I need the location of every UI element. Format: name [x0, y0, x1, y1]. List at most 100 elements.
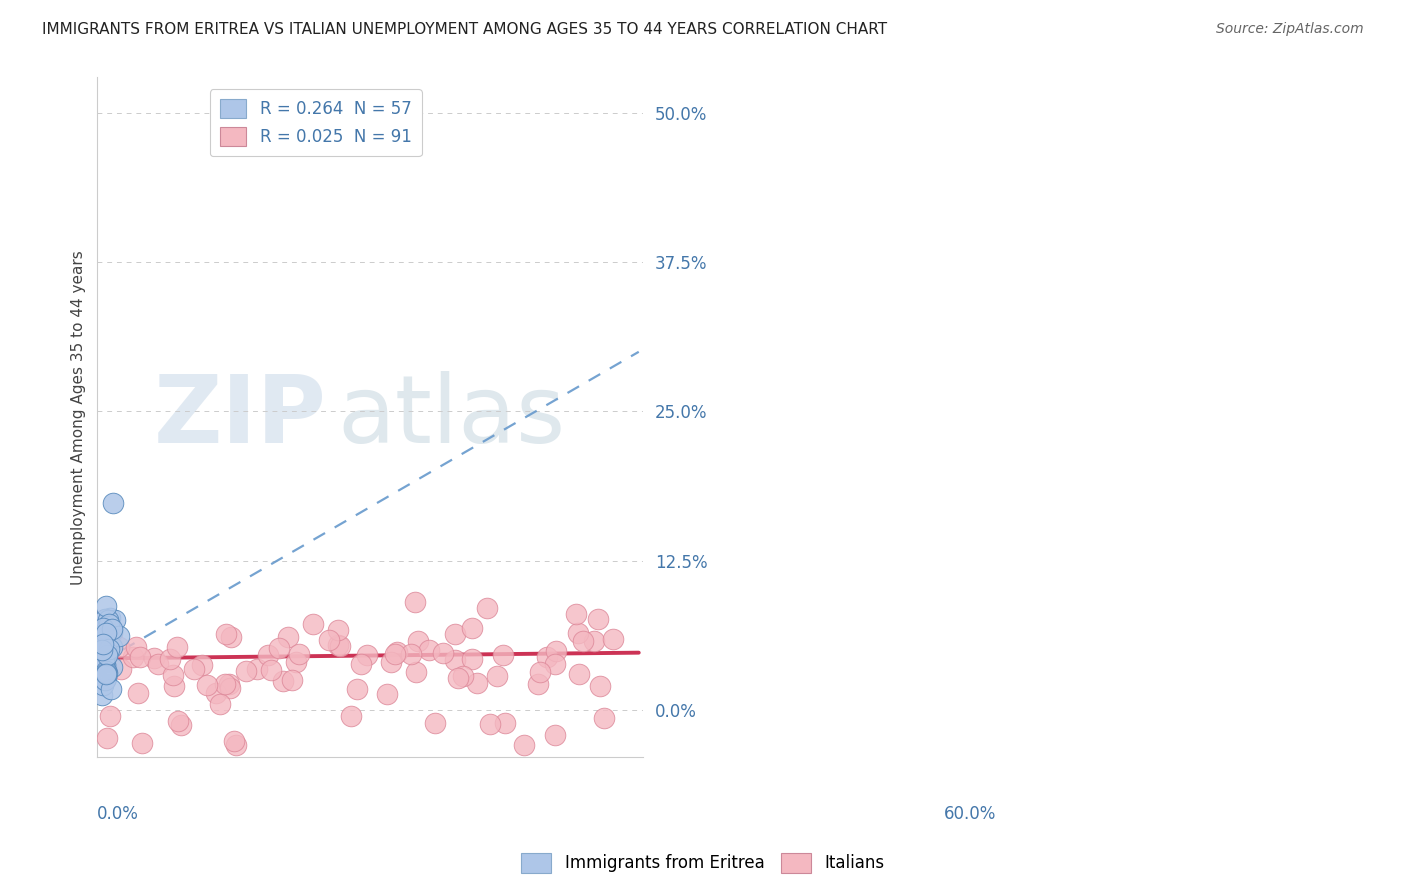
Point: [405, 665, 427, 680]
Point: [108, 640, 131, 655]
Text: 0.0%: 0.0%: [97, 805, 139, 823]
Point: [93, 640, 115, 654]
Point: [103, 496, 125, 510]
Point: [465, 676, 488, 690]
Point: [146, 657, 169, 671]
Point: [842, 213, 865, 227]
Point: [96, 625, 118, 640]
Point: [588, 679, 610, 693]
Point: [222, 734, 245, 748]
Point: [384, 647, 406, 661]
Point: [94, 636, 117, 650]
Point: [204, 686, 226, 700]
Point: [267, 640, 290, 655]
Point: [235, 664, 257, 678]
Point: [460, 621, 482, 635]
Point: [568, 667, 591, 681]
Point: [284, 655, 307, 669]
Point: [98, 616, 121, 631]
Point: [444, 627, 467, 641]
Point: [257, 648, 280, 662]
Point: [96, 642, 118, 657]
Point: [94, 660, 117, 674]
Point: [125, 640, 148, 654]
Point: [593, 711, 616, 725]
Point: [586, 612, 609, 626]
Point: [350, 657, 373, 672]
Point: [94, 658, 117, 673]
Point: [96, 731, 118, 746]
Text: IMMIGRANTS FROM ERITREA VS ITALIAN UNEMPLOYMENT AMONG AGES 35 TO 44 YEARS CORREL: IMMIGRANTS FROM ERITREA VS ITALIAN UNEMP…: [42, 22, 887, 37]
Point: [346, 681, 368, 696]
Point: [492, 648, 515, 662]
Point: [544, 728, 567, 742]
Point: [96, 627, 118, 641]
Point: [93, 654, 115, 668]
Legend: Immigrants from Eritrea, Italians: Immigrants from Eritrea, Italians: [515, 847, 891, 880]
Point: [91, 637, 114, 651]
Point: [93, 655, 115, 669]
Point: [94, 611, 117, 625]
Point: [94, 666, 117, 681]
Point: [529, 665, 551, 679]
Point: [162, 668, 184, 682]
Point: [602, 632, 624, 646]
Point: [97, 613, 120, 627]
Point: [418, 643, 440, 657]
Point: [536, 650, 558, 665]
Point: [432, 646, 454, 660]
Point: [97, 621, 120, 635]
Point: [107, 630, 129, 644]
Point: [209, 697, 232, 711]
Point: [96, 643, 118, 657]
Point: [447, 671, 470, 685]
Point: [195, 677, 218, 691]
Point: [91, 614, 114, 628]
Point: [444, 653, 467, 667]
Point: [451, 669, 474, 683]
Point: [218, 677, 240, 691]
Point: [96, 648, 118, 663]
Text: Source: ZipAtlas.com: Source: ZipAtlas.com: [1216, 22, 1364, 37]
Text: ZIP: ZIP: [153, 371, 326, 464]
Point: [260, 663, 283, 677]
Point: [91, 652, 114, 666]
Point: [301, 617, 323, 632]
Text: atlas: atlas: [337, 371, 565, 464]
Point: [127, 686, 149, 700]
Point: [91, 623, 114, 637]
Point: [91, 648, 114, 662]
Point: [110, 662, 132, 676]
Point: [214, 676, 236, 690]
Point: [129, 650, 152, 665]
Point: [94, 630, 117, 644]
Point: [544, 644, 567, 658]
Point: [93, 653, 115, 667]
Point: [96, 671, 118, 685]
Point: [326, 623, 349, 637]
Point: [122, 650, 145, 665]
Point: [329, 639, 352, 653]
Point: [190, 657, 212, 672]
Point: [90, 648, 112, 662]
Point: [94, 667, 117, 681]
Point: [101, 626, 124, 640]
Point: [544, 657, 567, 671]
Point: [583, 633, 606, 648]
Point: [461, 652, 484, 666]
Point: [91, 613, 114, 627]
Point: [96, 631, 118, 645]
Point: [91, 688, 114, 702]
Y-axis label: Unemployment Among Ages 35 to 44 years: Unemployment Among Ages 35 to 44 years: [72, 250, 86, 585]
Point: [326, 638, 349, 652]
Point: [100, 622, 122, 636]
Point: [91, 661, 114, 675]
Point: [567, 625, 589, 640]
Point: [96, 664, 118, 678]
Point: [91, 662, 114, 676]
Point: [219, 681, 242, 695]
Point: [571, 634, 593, 648]
Point: [98, 642, 121, 657]
Point: [404, 595, 426, 609]
Point: [485, 669, 508, 683]
